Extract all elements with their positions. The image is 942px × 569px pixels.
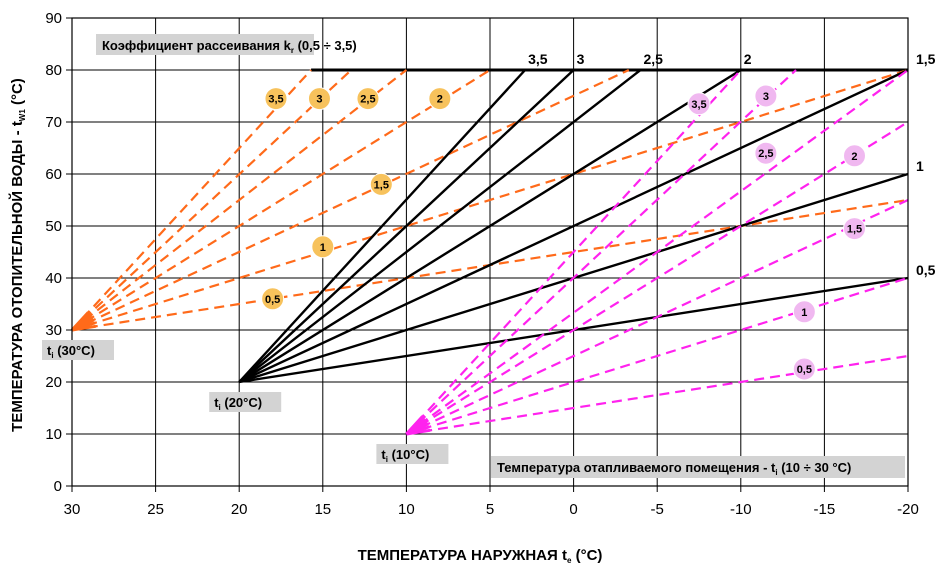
y-tick-label: 90: [45, 10, 62, 27]
chart-labels: ti (30°C) 0,5 1 1,5 2 2,5 3 3,5 ti (20°C) ti (10°…: [42, 34, 936, 478]
kr-badge-label: 0,5: [797, 364, 812, 376]
curve-kr-2-5: [238, 69, 642, 383]
axes: 30 25 20 15 10 5 0 -5 -10 -15 -2001020304050607080…: [45, 10, 919, 518]
kr-badge-circle: [754, 84, 778, 108]
kr-badge-circle: [842, 217, 866, 241]
curve-kr-1: [71, 68, 909, 332]
kr-end-label: 1: [916, 158, 924, 174]
origin-label-box: [209, 392, 282, 412]
curve-kr-1: [406, 276, 909, 436]
y-tick-label: 60: [45, 166, 62, 183]
y-tick-label: 50: [45, 218, 62, 235]
kr-badge-circle: [311, 235, 335, 259]
axis-titles: ТЕМПЕРАТУРА НАРУЖНАЯ te (°C) ТЕМПЕРАТУРА …: [8, 78, 602, 565]
origin-label: ti (30°C): [47, 343, 95, 360]
kr-badge-circle: [369, 172, 393, 196]
kr-end-label: 2: [744, 51, 752, 67]
curve-kr-2-5: [71, 69, 408, 331]
kr-badge-circle: [261, 287, 285, 311]
curve-kr-3-5: [405, 69, 742, 435]
kr-end-label: 3: [577, 51, 585, 67]
kr-badge-circle: [842, 144, 866, 168]
room-temperature-label-box: [491, 456, 905, 478]
curve-kr-1-5: [71, 69, 630, 331]
x-axis-title: ТЕМПЕРАТУРА НАРУЖНАЯ te (°C): [358, 547, 603, 565]
kr-badge-label: 2,5: [360, 94, 375, 106]
coefficient-label: Коэффициент рассеивания kr (0,5 ÷ 3,5): [102, 38, 357, 55]
curve-kr-3-5: [71, 69, 312, 331]
curve-kr-2: [405, 121, 909, 435]
curve-kr-2: [238, 68, 742, 384]
origin-label-box: [376, 444, 449, 464]
y-tick-label: 20: [45, 374, 62, 391]
curve-origin-ray: [70, 311, 90, 332]
y-tick-label: 10: [45, 426, 62, 443]
x-tick-label: 5: [486, 501, 494, 518]
curve-kr-2: [71, 69, 491, 331]
kr-badge-label: 1: [801, 307, 807, 319]
x-tick-label: -5: [651, 501, 664, 518]
curve-kr-3: [405, 69, 797, 435]
kr-badge-label: 3: [316, 94, 322, 106]
kr-end-label: 2,5: [643, 51, 663, 67]
curve-group-2: [405, 69, 909, 436]
curve-kr-0-5: [406, 354, 909, 436]
room-temperature-label: Температура отапливаемого помещения - ti…: [497, 460, 851, 477]
x-tick-label: -15: [814, 501, 836, 518]
y-tick-label: 30: [45, 322, 62, 339]
y-tick-label: 70: [45, 114, 62, 131]
x-tick-label: -20: [897, 501, 919, 518]
x-tick-label: -10: [730, 501, 752, 518]
kr-badge-label: 1,5: [847, 224, 862, 236]
x-tick-label: 0: [569, 501, 577, 518]
kr-badge-circle: [428, 87, 452, 111]
kr-end-label: 1,5: [916, 51, 936, 67]
y-tick-label: 0: [54, 478, 62, 495]
kr-badge-circle: [792, 357, 816, 381]
curve-kr-2-5: [405, 69, 909, 435]
kr-badge-label: 2: [851, 151, 857, 163]
kr-end-label: 3,5: [528, 51, 548, 67]
kr-badge-label: 1: [320, 242, 326, 254]
curve-kr-1-5: [405, 199, 909, 435]
kr-badge-label: 1,5: [374, 179, 389, 191]
kr-badge-label: 2: [437, 94, 443, 106]
x-tick-label: 25: [147, 501, 164, 518]
kr-badge-circle: [307, 87, 331, 111]
curve-kr-3: [238, 69, 575, 383]
y-tick-label: 40: [45, 270, 62, 287]
kr-badge-label: 3,5: [268, 94, 283, 106]
kr-badge-label: 0,5: [265, 294, 280, 306]
x-tick-label: 15: [314, 501, 331, 518]
kr-badge-circle: [792, 300, 816, 324]
kr-badge-circle: [754, 141, 778, 165]
kr-badge-label: 3,5: [691, 99, 706, 111]
curve-group-1: [238, 68, 909, 384]
x-tick-label: 30: [64, 501, 81, 518]
y-axis-title: ТЕМПЕРАТУРА ОТОПИТЕЛЬНОЙ ВОДЫ - tW1 (°C): [8, 78, 27, 432]
y-tick-label: 80: [45, 62, 62, 79]
curves: [70, 68, 909, 436]
kr-badge-label: 2,5: [758, 148, 773, 160]
curve-badges: 0,5 1 1,5 2 2,5 3 3,5 0,5 1 1,5 2 2,5 3 3,5: [261, 84, 866, 381]
kr-end-label: 0,5: [916, 262, 936, 278]
curve-kr-1-5: [238, 68, 909, 384]
origin-label: ti (10°C): [381, 447, 429, 464]
kr-badge-circle: [264, 87, 288, 111]
kr-badge-label: 3: [763, 91, 769, 103]
x-tick-label: 10: [398, 501, 415, 518]
kr-badge-circle: [356, 87, 380, 111]
origin-label: ti (20°C): [214, 395, 262, 412]
kr-badge-circle: [687, 92, 711, 116]
origin-label-box: [42, 340, 114, 360]
curve-group-0: [70, 68, 909, 332]
x-tick-label: 20: [231, 501, 248, 518]
curve-origin-ray: [405, 415, 424, 436]
curve-kr-3-5: [238, 69, 526, 383]
coefficient-label-box: [96, 34, 314, 55]
